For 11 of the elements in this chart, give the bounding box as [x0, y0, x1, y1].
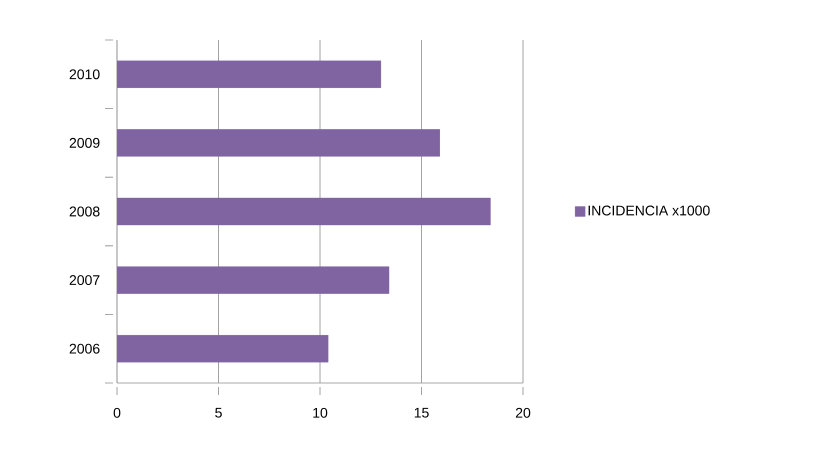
y-tick-label: 2009 [70, 138, 100, 148]
y-tick-label: 2008 [70, 206, 100, 216]
legend-label: INCIDENCIA x1000 [588, 206, 710, 216]
y-tick-label: 2010 [70, 69, 100, 80]
y-tick-label: 2007 [70, 275, 100, 286]
x-tick-label: 20 [516, 408, 530, 418]
x-tick-label: 5 [215, 408, 222, 418]
x-tick-label: 10 [313, 408, 328, 418]
x-tick-label: 15 [414, 408, 429, 418]
x-tick-label: 0 [114, 408, 120, 418]
y-tick-label: 2006 [70, 344, 100, 354]
